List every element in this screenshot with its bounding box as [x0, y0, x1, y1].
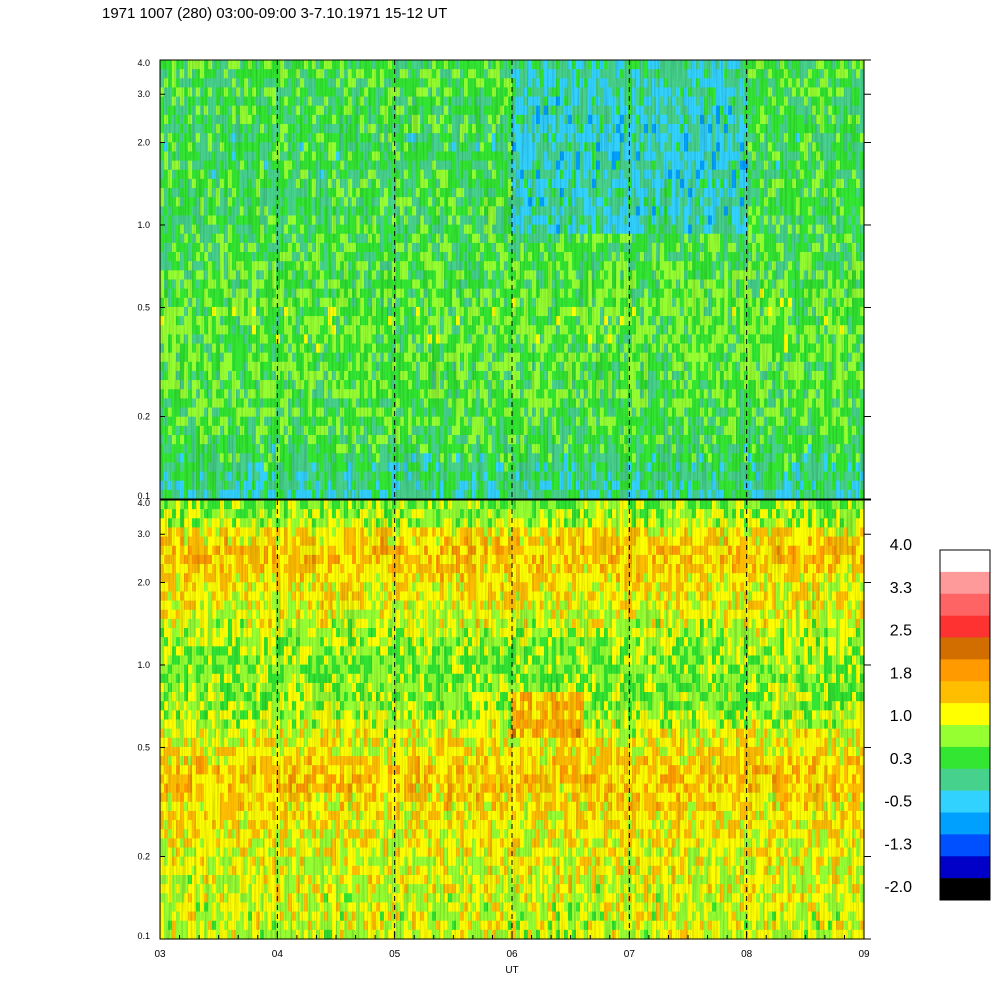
upper-spectrogram-panel: [160, 60, 865, 500]
chart-title: 1971 1007 (280) 03:00-09:00 3-7.10.1971 …: [102, 5, 448, 22]
